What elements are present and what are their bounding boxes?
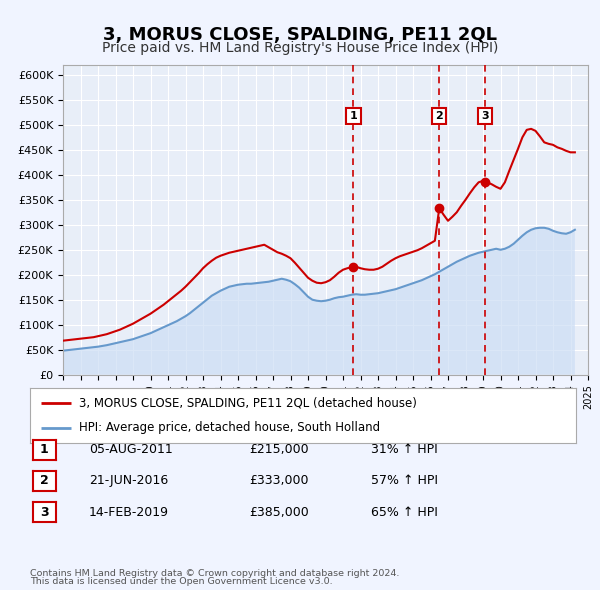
Text: HPI: Average price, detached house, South Holland: HPI: Average price, detached house, Sout… — [79, 421, 380, 434]
Text: £215,000: £215,000 — [249, 443, 308, 456]
Text: 2: 2 — [435, 111, 443, 121]
Text: Contains HM Land Registry data © Crown copyright and database right 2024.: Contains HM Land Registry data © Crown c… — [30, 569, 400, 578]
Text: 3: 3 — [481, 111, 489, 121]
Text: Price paid vs. HM Land Registry's House Price Index (HPI): Price paid vs. HM Land Registry's House … — [102, 41, 498, 55]
Text: 3: 3 — [40, 506, 49, 519]
Text: 14-FEB-2019: 14-FEB-2019 — [89, 506, 169, 519]
Text: This data is licensed under the Open Government Licence v3.0.: This data is licensed under the Open Gov… — [30, 578, 332, 586]
Text: 3, MORUS CLOSE, SPALDING, PE11 2QL: 3, MORUS CLOSE, SPALDING, PE11 2QL — [103, 27, 497, 44]
Text: 1: 1 — [349, 111, 357, 121]
Text: £385,000: £385,000 — [249, 506, 309, 519]
Text: 65% ↑ HPI: 65% ↑ HPI — [371, 506, 437, 519]
Text: 3, MORUS CLOSE, SPALDING, PE11 2QL (detached house): 3, MORUS CLOSE, SPALDING, PE11 2QL (deta… — [79, 396, 417, 409]
Text: £333,000: £333,000 — [249, 474, 308, 487]
Text: 2: 2 — [40, 474, 49, 487]
Text: 1: 1 — [40, 443, 49, 456]
Text: 57% ↑ HPI: 57% ↑ HPI — [371, 474, 438, 487]
Text: 21-JUN-2016: 21-JUN-2016 — [89, 474, 168, 487]
Text: 31% ↑ HPI: 31% ↑ HPI — [371, 443, 437, 456]
Text: 05-AUG-2011: 05-AUG-2011 — [89, 443, 173, 456]
